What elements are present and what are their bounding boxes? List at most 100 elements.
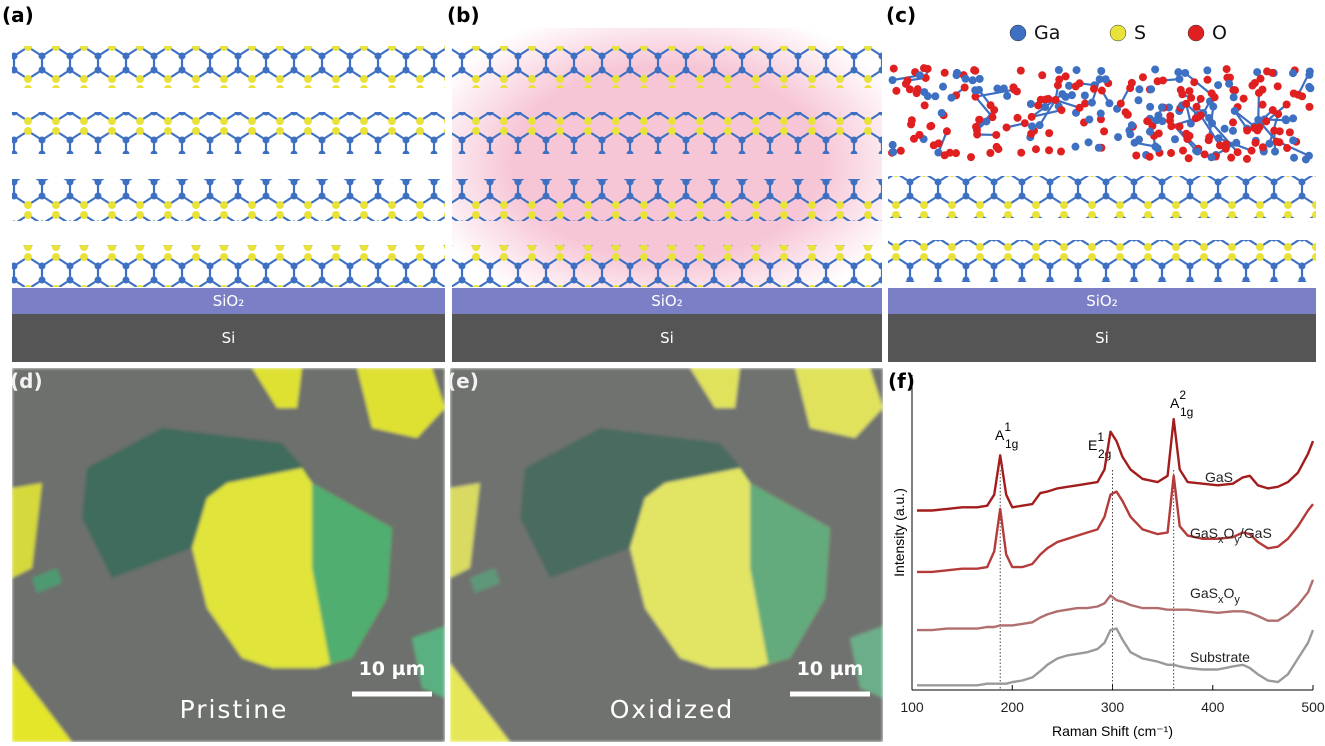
o-atom [1298,92,1306,100]
caption: Oxidized [610,695,735,724]
o-atom [1122,108,1130,116]
ga-atom [1055,66,1063,74]
o-atom [1072,82,1080,90]
o-atom [1117,100,1125,108]
sio2-label: SiO₂ [1086,292,1118,310]
figure: SiO₂SiSiO₂SiSiO₂SiGaSO(a)(b)(c)(d)(e)(f)… [0,0,1325,742]
series-label-part: GaS [1190,525,1218,541]
peak-sub: 1g [1180,405,1193,419]
ga-atom [1128,121,1136,129]
ga-atom [1271,148,1279,156]
o-atom [1187,94,1195,102]
o-atom [992,131,1000,139]
micrograph-pristine [12,368,445,742]
o-atom [1273,138,1281,146]
sio2-label: SiO₂ [651,292,683,310]
ga-atom [1171,135,1179,143]
o-atom [892,87,900,95]
scale-bar-label: 10 µm [797,658,864,680]
o-atom [1017,149,1025,157]
ga-atom [1081,91,1089,99]
panel-label: (e) [447,369,479,393]
o-atom [1270,127,1278,135]
ga-atom [1282,116,1290,124]
flake-image-wrap [450,368,883,742]
gas-layer [452,46,882,88]
series-label-part: O [1224,525,1235,541]
ga-atom [1230,93,1238,101]
peak-sup: 1 [1004,420,1011,434]
ga-atom [1097,110,1105,118]
series-label-part: /GaS [1240,525,1272,541]
o-atom [890,65,898,73]
legend-label: S [1134,22,1146,44]
ga-atom [1085,138,1093,146]
panel-label: (d) [10,369,43,393]
ga-atom [1114,133,1122,141]
series-label-part: GaS [1205,469,1233,485]
o-atom [1013,87,1021,95]
o-atom [1251,139,1259,147]
ga-atom [1175,75,1183,83]
gas-layer [12,245,445,287]
ga-atom [1027,100,1035,108]
micrographs [12,368,883,742]
o-atom [921,101,929,109]
ga-atom [889,148,897,156]
gas-layer [452,179,882,221]
ga-atom [1135,85,1143,93]
series-label: GaS [1205,469,1233,485]
ga-atom [1097,67,1105,75]
o-atom [986,149,994,157]
ga-atom [1088,99,1096,107]
ga-atom [931,92,939,100]
o-atom [1028,113,1036,121]
o-atom [1038,71,1046,79]
o-atom [1286,128,1294,136]
ga-atom [1215,134,1223,142]
o-atom [1193,103,1201,111]
o-atom [1190,78,1198,86]
ga-atom [1147,85,1155,93]
o-atom [1255,89,1263,97]
scale-bar-label: 10 µm [359,658,426,680]
ga-atom [953,69,961,77]
ga-atom [947,94,955,102]
o-atom [975,116,983,124]
o-atom [930,141,938,149]
ga-atom [1193,148,1201,156]
o-atom [1240,95,1248,103]
gas-layer [888,176,1316,218]
gas-layer [888,240,1316,282]
o-atom [1132,151,1140,159]
o-atom [1268,69,1276,77]
ga-atom [993,85,1001,93]
o-atom [1175,123,1183,131]
o-atom [1243,155,1251,163]
o-atom [967,153,975,161]
ga-atom [889,76,897,84]
panel-label: (f) [888,369,915,393]
ga-atom [1181,69,1189,77]
o-atom [1211,93,1219,101]
o-atom [1058,106,1066,114]
ga-atom [1232,139,1240,147]
ga-atom [1126,130,1134,138]
series-label: GaSxOy [1190,585,1240,606]
ga-atom [1096,75,1104,83]
o-atom [1305,103,1313,111]
flake-image [12,368,445,742]
o-atom [1185,154,1193,162]
ga-atom [1134,96,1142,104]
y-axis-label: Intensity (a.u.) [891,488,907,577]
o-atom [1250,124,1258,132]
o-atom [1234,148,1242,156]
o-atom [1139,73,1147,81]
o-atom [915,131,923,139]
o-atom [1227,154,1235,162]
ga-atom [969,76,977,84]
ga-atom [1203,66,1211,74]
o-atom [1126,84,1134,92]
ga-atom [1062,93,1070,101]
o-atom [1037,96,1045,104]
